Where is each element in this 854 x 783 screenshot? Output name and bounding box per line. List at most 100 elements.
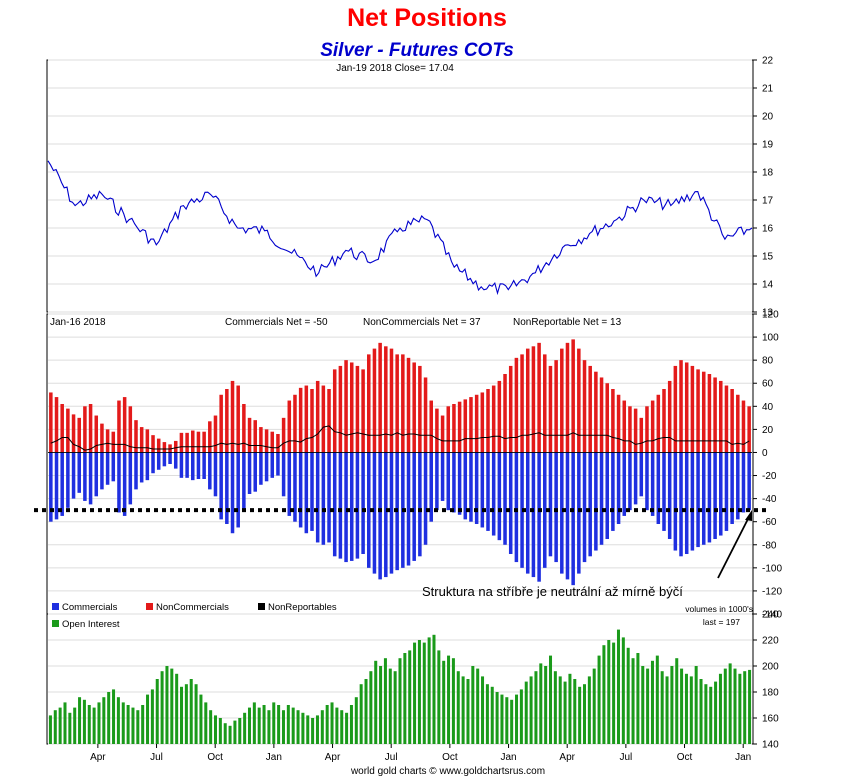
- noncommercials-bar: [83, 406, 87, 453]
- open-interest-bar: [383, 658, 387, 744]
- noncommercials-bar: [690, 365, 695, 453]
- noncommercials-net-readout: NonCommercials Net = 37: [363, 317, 481, 328]
- open-interest-bar: [286, 705, 290, 744]
- chart-subtitle: Silver - Futures COTs: [320, 40, 514, 61]
- open-interest-bar: [209, 710, 213, 744]
- commercials-bar: [100, 452, 104, 490]
- commercials-bar: [287, 452, 292, 516]
- noncommercials-bar: [747, 406, 751, 453]
- x-tick-label: Apr: [559, 752, 575, 763]
- open-interest-bar: [388, 668, 392, 744]
- noncommercials-bar: [173, 440, 178, 453]
- open-interest-bar: [311, 718, 315, 744]
- noncommercials-bar: [270, 431, 275, 453]
- open-interest-bar: [116, 697, 120, 744]
- chart-title: Net Positions: [347, 4, 507, 32]
- commercials-bar: [531, 452, 536, 578]
- commercials-bar: [491, 452, 496, 536]
- open-interest-bar: [612, 642, 616, 744]
- commercials-bar: [139, 452, 144, 483]
- open-interest-bar: [485, 684, 489, 744]
- open-interest-bar: [160, 671, 164, 744]
- commercials-bar: [117, 452, 121, 513]
- commercials-bar: [554, 452, 558, 563]
- open-interest-bar: [738, 673, 742, 744]
- open-interest-bar: [748, 669, 752, 744]
- commercials-bar: [372, 452, 377, 574]
- noncommercials-bar: [361, 369, 365, 453]
- commercials-bar: [384, 452, 388, 578]
- open-interest-bar: [277, 705, 281, 744]
- open-interest-bar: [539, 663, 543, 744]
- open-interest-bar: [490, 686, 494, 744]
- open-interest-bar: [252, 702, 256, 744]
- legend-swatch-open-interest: [52, 620, 59, 627]
- legend-swatch-commercials: [52, 603, 59, 610]
- open-interest-bar: [296, 710, 300, 744]
- noncommercials-bar: [384, 346, 388, 453]
- commercials-bar: [179, 452, 184, 478]
- noncommercials-bar: [701, 371, 706, 453]
- net-y-tick-label: 20: [762, 425, 774, 436]
- noncommercials-bar: [616, 394, 621, 453]
- x-tick-label: Oct: [442, 752, 458, 763]
- noncommercials-bar: [219, 394, 223, 453]
- noncommercials-bar: [49, 392, 53, 453]
- commercials-bar: [474, 452, 479, 524]
- commercials-bar: [440, 452, 445, 501]
- open-interest-bar: [578, 686, 582, 744]
- open-interest-bar: [233, 720, 237, 744]
- commercials-bar: [582, 452, 587, 563]
- commercials-bar: [577, 452, 581, 574]
- noncommercials-bar: [315, 380, 320, 453]
- noncommercials-bar: [367, 354, 371, 453]
- commercials-bar: [633, 452, 638, 505]
- open-interest-bar: [238, 718, 242, 744]
- commercials-bar: [128, 452, 133, 505]
- commercials-bar: [196, 452, 201, 479]
- open-interest-bar: [403, 653, 407, 744]
- commercials-bar: [367, 452, 371, 568]
- commercials-bar: [242, 452, 246, 511]
- open-interest-bar: [427, 637, 431, 744]
- noncommercials-bar: [457, 401, 462, 453]
- commercials-bar: [667, 452, 672, 539]
- open-interest-bar: [534, 671, 538, 744]
- noncommercials-bar: [281, 417, 286, 453]
- noncommercials-bar: [179, 432, 184, 453]
- noncommercials-bar: [88, 404, 93, 453]
- open-interest-bar: [626, 647, 630, 744]
- price-y-tick-label: 15: [762, 252, 774, 263]
- noncommercials-bar: [560, 348, 564, 453]
- noncommercials-bar: [662, 389, 666, 453]
- open-interest-bar: [53, 710, 57, 744]
- open-interest-bar: [689, 676, 693, 744]
- commercials-bar: [412, 452, 416, 561]
- noncommercials-bar: [401, 354, 405, 453]
- annotation-arrow-head: [745, 510, 752, 521]
- noncommercials-bar: [469, 397, 473, 453]
- open-interest-bar: [281, 710, 285, 744]
- open-interest-bar: [291, 707, 295, 744]
- noncommercials-bar: [54, 397, 59, 453]
- legend-commercials: Commercials: [62, 602, 118, 613]
- commercials-bar: [457, 452, 462, 515]
- noncommercials-bar: [310, 389, 314, 453]
- commercials-bar: [588, 452, 592, 557]
- noncommercials-bar: [452, 404, 456, 453]
- commercials-bar: [168, 452, 172, 464]
- noncommercials-bar: [543, 354, 547, 453]
- open-interest-bar: [471, 666, 475, 744]
- commercials-bar: [156, 452, 161, 470]
- open-interest-bar: [107, 692, 111, 744]
- open-interest-bar: [48, 715, 52, 744]
- commercials-bar: [378, 452, 382, 580]
- commercials-bar: [741, 452, 746, 513]
- noncommercials-bar: [406, 357, 411, 453]
- noncommercials-bar: [480, 392, 485, 453]
- net-y-tick-label: -80: [762, 540, 777, 551]
- noncommercials-bar: [622, 400, 627, 453]
- commercials-bar: [332, 452, 337, 557]
- open-interest-bar: [442, 660, 446, 744]
